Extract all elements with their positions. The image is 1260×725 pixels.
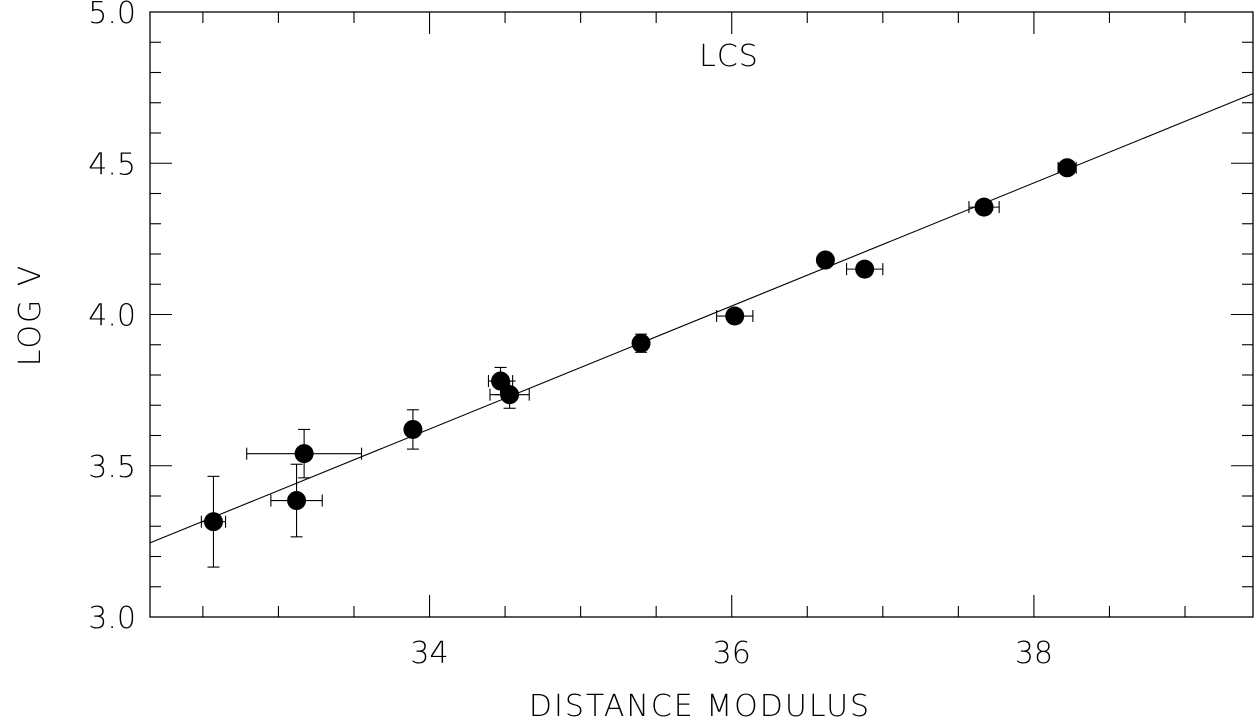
data-point xyxy=(491,371,511,391)
data-point xyxy=(815,250,835,270)
data-point xyxy=(855,259,875,279)
fit-line-group xyxy=(149,93,1254,544)
y-tick-label: 3.5 xyxy=(88,450,136,485)
data-point xyxy=(631,333,651,353)
x-axis-label: DISTANCE MODULUS xyxy=(529,689,871,724)
plot-frame xyxy=(149,11,1254,618)
x-tick-label: 34 xyxy=(410,636,448,671)
data-point xyxy=(725,306,745,326)
data-point xyxy=(294,444,314,464)
data-point xyxy=(403,419,423,439)
y-tick-label: 4.5 xyxy=(88,147,136,182)
plot-annotation: LCS xyxy=(699,39,759,74)
y-tick-label: 5.0 xyxy=(88,0,136,31)
data-point xyxy=(974,197,994,217)
axis-ticks xyxy=(150,11,1253,618)
data-point xyxy=(203,512,223,532)
data-point xyxy=(1057,158,1077,178)
data-point xyxy=(500,385,520,405)
x-tick-label: 36 xyxy=(713,636,751,671)
plot-border xyxy=(149,11,1254,618)
y-tick-label: 4.0 xyxy=(88,299,136,334)
y-axis-label: LOG V xyxy=(13,264,48,367)
data-points xyxy=(203,158,1077,532)
tick-labels: 34 36 38 3.0 3.5 4.0 4.5 5.0 xyxy=(88,0,1053,671)
x-tick-label: 38 xyxy=(1015,636,1053,671)
data-point xyxy=(287,491,307,511)
error-bars xyxy=(200,161,1077,568)
fit-line xyxy=(149,93,1254,544)
y-tick-label: 3.0 xyxy=(88,601,136,636)
